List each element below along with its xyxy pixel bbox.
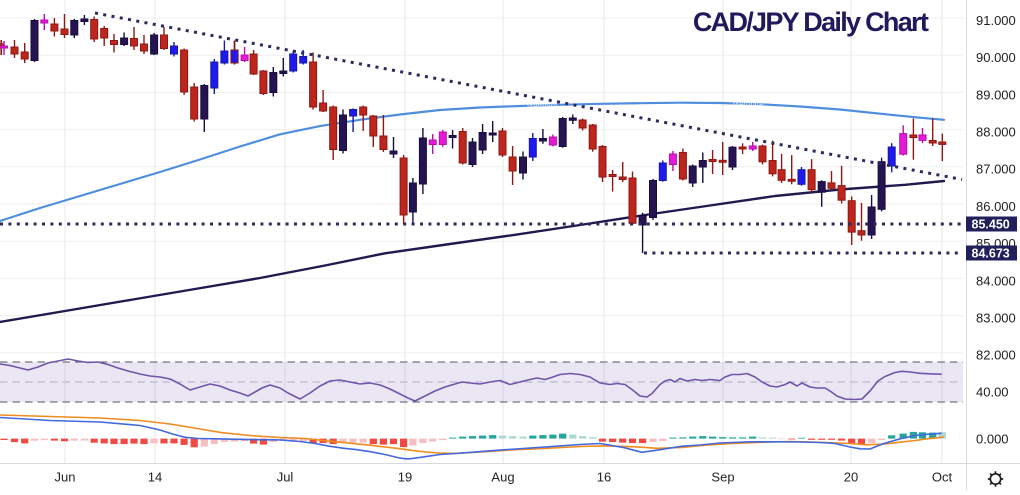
svg-text:84.000: 84.000 <box>976 273 1016 288</box>
svg-text:86.000: 86.000 <box>976 199 1016 214</box>
svg-text:90.000: 90.000 <box>976 50 1016 65</box>
svg-text:89.000: 89.000 <box>976 87 1016 102</box>
svg-text:Oct: Oct <box>932 470 953 485</box>
svg-text:Aug: Aug <box>491 470 514 485</box>
svg-text:83.000: 83.000 <box>976 311 1016 326</box>
svg-text:87.000: 87.000 <box>976 162 1016 177</box>
svg-text:85.450: 85.450 <box>972 217 1010 231</box>
svg-text:Jul: Jul <box>277 470 294 485</box>
svg-text:Sep: Sep <box>711 470 734 485</box>
svg-text:88.000: 88.000 <box>976 125 1016 140</box>
svg-text:0.000: 0.000 <box>976 432 1009 447</box>
svg-text:fxempire: fxempire <box>733 99 764 108</box>
svg-text:84.673: 84.673 <box>972 246 1010 260</box>
svg-text:91.000: 91.000 <box>976 13 1016 28</box>
svg-text:14: 14 <box>148 470 162 485</box>
svg-text:fxempire: fxempire <box>527 102 558 111</box>
svg-text:40.00: 40.00 <box>976 385 1009 400</box>
svg-text:CAD/JPY Daily Chart: CAD/JPY Daily Chart <box>693 7 929 37</box>
svg-text:19: 19 <box>398 470 412 485</box>
svg-text:16: 16 <box>597 470 611 485</box>
svg-text:82.000: 82.000 <box>976 348 1016 363</box>
svg-text:Jun: Jun <box>55 470 76 485</box>
svg-text:20: 20 <box>844 470 858 485</box>
